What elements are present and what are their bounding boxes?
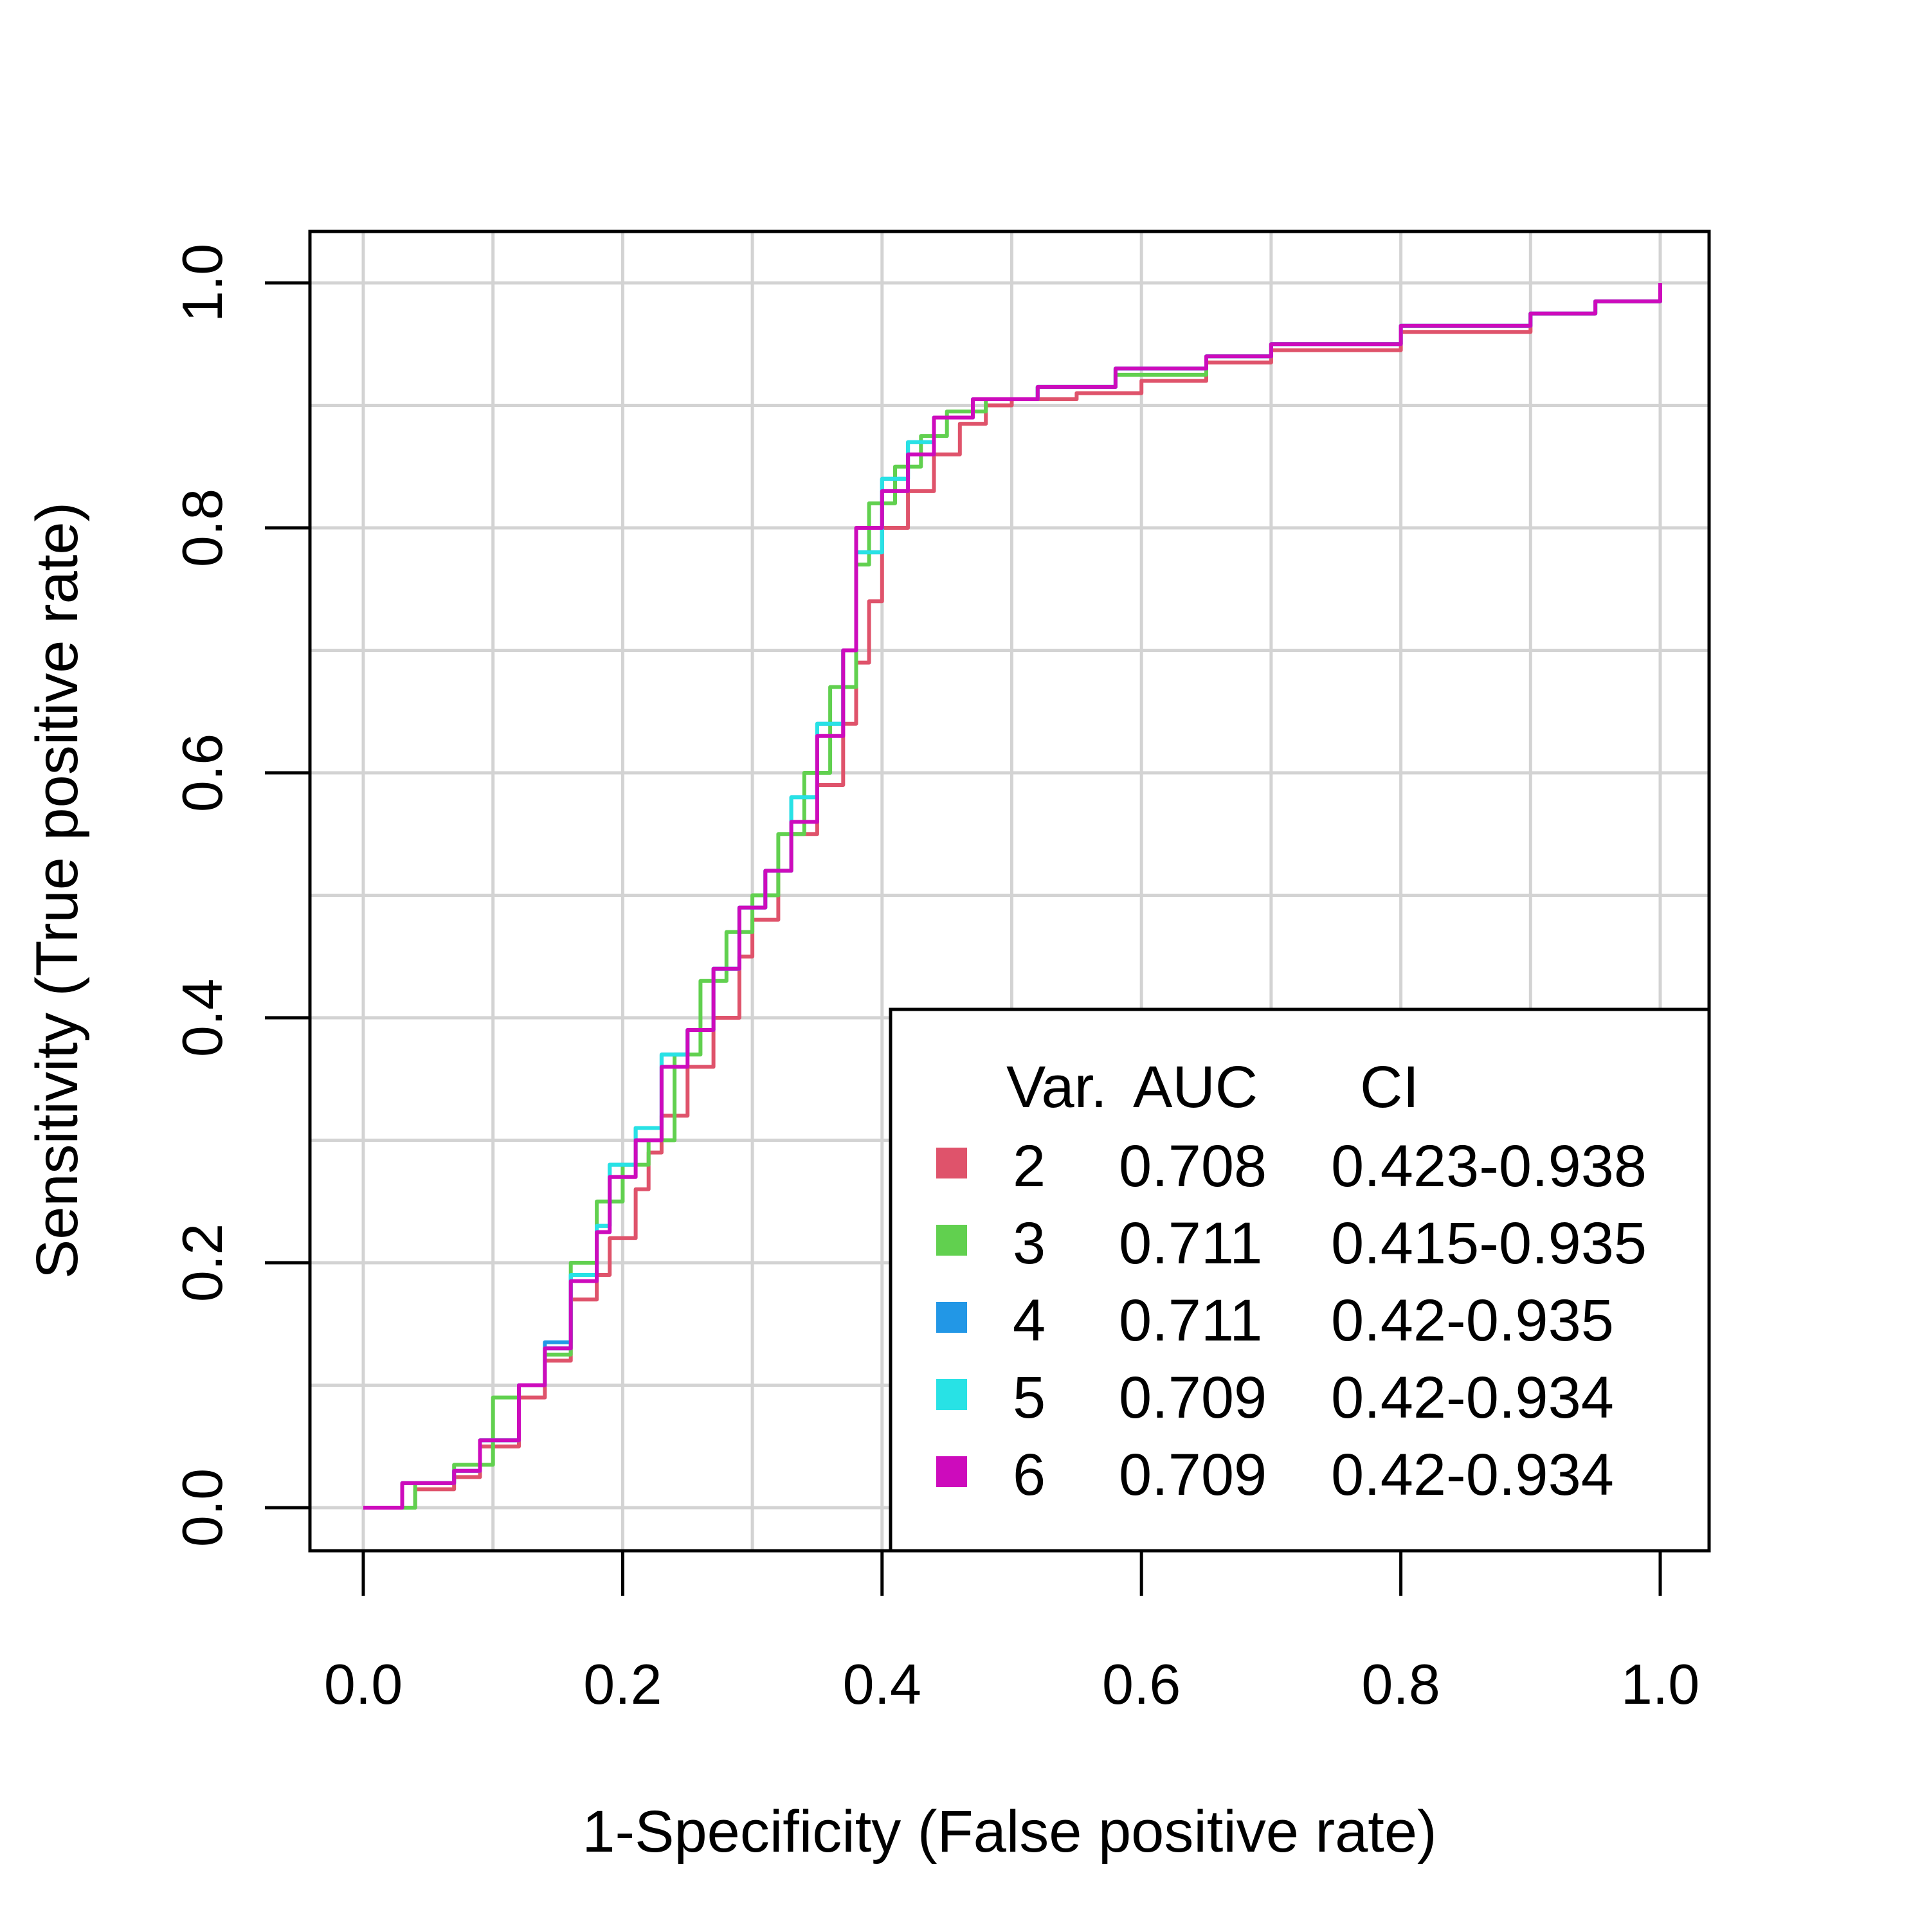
legend-var: 6 [1013,1442,1046,1508]
y-axis-label: Sensitivity (True positive rate) [24,502,90,1279]
y-tick-label: 0.2 [170,1223,234,1302]
legend-var: 4 [1013,1288,1046,1353]
legend-ci: 0.42-0.934 [1331,1442,1614,1508]
legend-ci: 0.42-0.935 [1331,1288,1614,1353]
x-tick-label: 0.2 [583,1652,662,1716]
legend-box [889,1007,1711,1553]
roc-curves [363,283,1662,1510]
y-tick-label: 0.0 [170,1468,234,1547]
x-tick-label: 1.0 [1621,1652,1699,1716]
legend-header-auc: AUC [1133,1054,1258,1120]
x-axis-label: 1-Specificity (False positive rate) [582,1799,1436,1864]
legend-swatch [936,1148,967,1178]
legend-swatch [936,1456,967,1487]
legend-ci: 0.415-0.935 [1331,1211,1647,1276]
x-tick-label: 0.4 [843,1652,921,1716]
legend-rows: 2 0.708 0.423-0.938 3 0.711 0.415-0.935 4 0.711… [936,1133,1647,1508]
x-tick-label: 0.8 [1361,1652,1440,1716]
legend-var: 3 [1013,1211,1046,1276]
legend: Var. AUC CI 2 0.708 0.423-0.938 3 0.711 0.415… [889,1007,1711,1553]
x-tick-label: 0.6 [1102,1652,1181,1716]
legend-header-ci: CI [1360,1054,1419,1120]
roc-curve-var-6 [363,283,1662,1510]
legend-swatch [936,1302,967,1333]
y-tick-label: 0.6 [170,734,234,812]
legend-swatch [936,1225,967,1256]
y-tick-label: 0.4 [170,979,234,1057]
legend-auc: 0.711 [1119,1288,1262,1353]
y-tick-label: 0.8 [170,489,234,567]
legend-ci: 0.42-0.934 [1331,1365,1614,1431]
legend-auc: 0.709 [1119,1442,1267,1508]
legend-header-var: Var. [1006,1054,1107,1120]
legend-auc: 0.708 [1119,1133,1267,1199]
legend-auc: 0.711 [1119,1211,1262,1276]
legend-ci: 0.423-0.938 [1331,1133,1647,1199]
legend-swatch [936,1379,967,1410]
x-tick-label: 0.0 [324,1652,403,1716]
legend-var: 2 [1013,1133,1046,1199]
legend-var: 5 [1013,1365,1046,1431]
legend-auc: 0.709 [1119,1365,1267,1431]
y-tick-label: 1.0 [170,244,234,322]
